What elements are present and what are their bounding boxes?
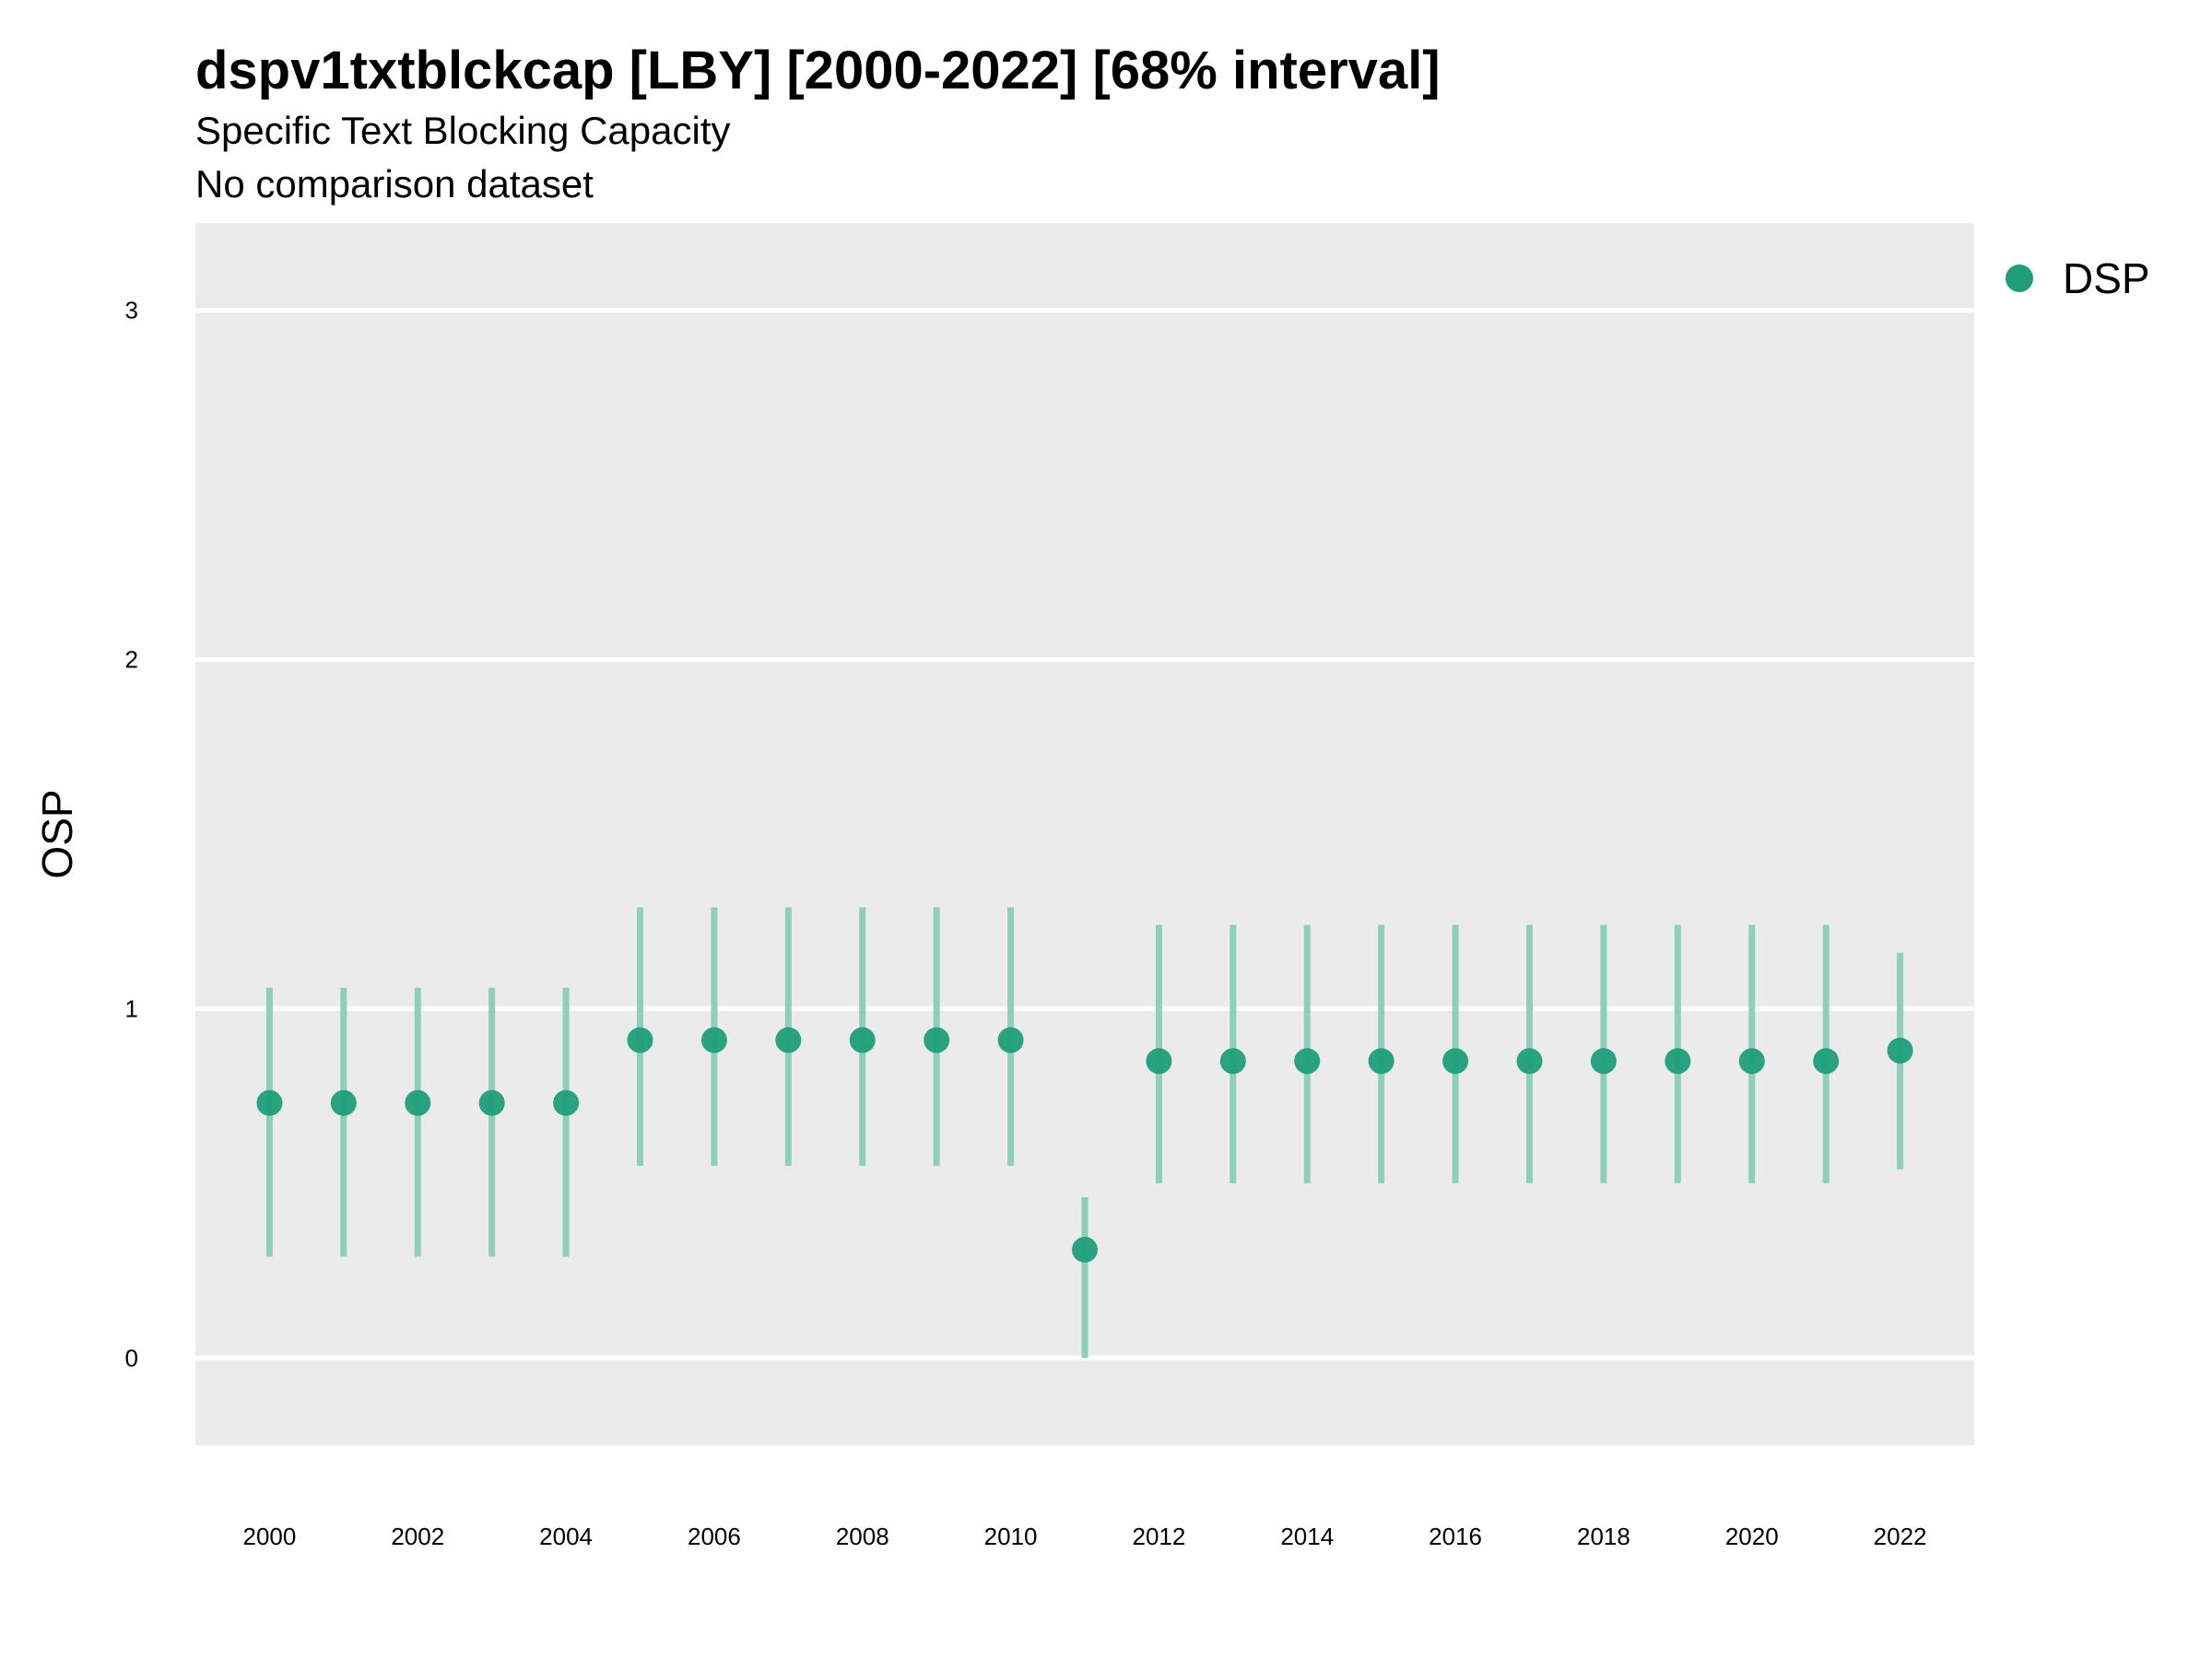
data-points <box>256 1027 1913 1263</box>
x-tick-label: 2020 <box>1725 1523 1779 1550</box>
x-tick-label: 2004 <box>539 1523 593 1550</box>
chart-caption-line: No comparison dataset <box>195 162 594 206</box>
y-axis-ticks: 0 1 2 3 <box>125 297 138 1372</box>
data-point <box>1072 1236 1098 1263</box>
legend-label-dsp: DSP <box>2063 254 2150 302</box>
chart-title: dspv1txtblckcap [LBY] [2000-2022] [68% i… <box>195 41 1441 100</box>
x-tick-label: 2014 <box>1280 1523 1334 1550</box>
x-tick-label: 2006 <box>688 1523 741 1550</box>
data-point <box>924 1027 950 1053</box>
x-tick-label: 2016 <box>1429 1523 1482 1550</box>
x-tick-label: 2022 <box>1874 1523 1927 1550</box>
x-tick-label: 2018 <box>1577 1523 1630 1550</box>
data-point <box>775 1027 802 1053</box>
data-point <box>1738 1048 1765 1075</box>
y-axis-title: OSP <box>33 789 81 878</box>
data-point <box>1219 1048 1246 1075</box>
data-point <box>1590 1048 1617 1075</box>
data-point <box>997 1027 1024 1053</box>
x-tick-label: 2010 <box>984 1523 1038 1550</box>
legend-swatch-dsp <box>2006 265 2033 292</box>
data-point <box>700 1027 727 1053</box>
data-point <box>627 1027 653 1053</box>
data-point <box>330 1089 357 1116</box>
data-point <box>1368 1048 1394 1075</box>
y-tick-label: 2 <box>125 646 138 674</box>
data-point <box>478 1089 505 1116</box>
x-axis-ticks: 2000 2002 2004 2006 2008 2010 2012 2014 2016 2018… <box>242 1523 1926 1550</box>
data-point <box>1442 1048 1469 1075</box>
data-point <box>405 1089 431 1116</box>
x-tick-label: 2012 <box>1132 1523 1185 1550</box>
x-tick-label: 2008 <box>836 1523 889 1550</box>
y-tick-label: 3 <box>125 297 138 324</box>
data-point <box>553 1089 580 1116</box>
data-point <box>1665 1048 1691 1075</box>
chart-subtitle: Specific Text Blocking Capacity <box>195 109 731 152</box>
x-tick-label: 2002 <box>391 1523 444 1550</box>
y-tick-label: 1 <box>125 994 138 1022</box>
data-point <box>1294 1048 1321 1075</box>
data-point <box>1813 1048 1840 1075</box>
legend: DSP <box>2006 254 2150 302</box>
data-point <box>1887 1037 1913 1064</box>
data-point <box>1516 1048 1543 1075</box>
data-point <box>849 1027 876 1053</box>
y-tick-label: 0 <box>125 1344 138 1371</box>
data-point <box>1146 1048 1172 1075</box>
data-point <box>256 1089 283 1116</box>
x-tick-label: 2000 <box>242 1523 296 1550</box>
